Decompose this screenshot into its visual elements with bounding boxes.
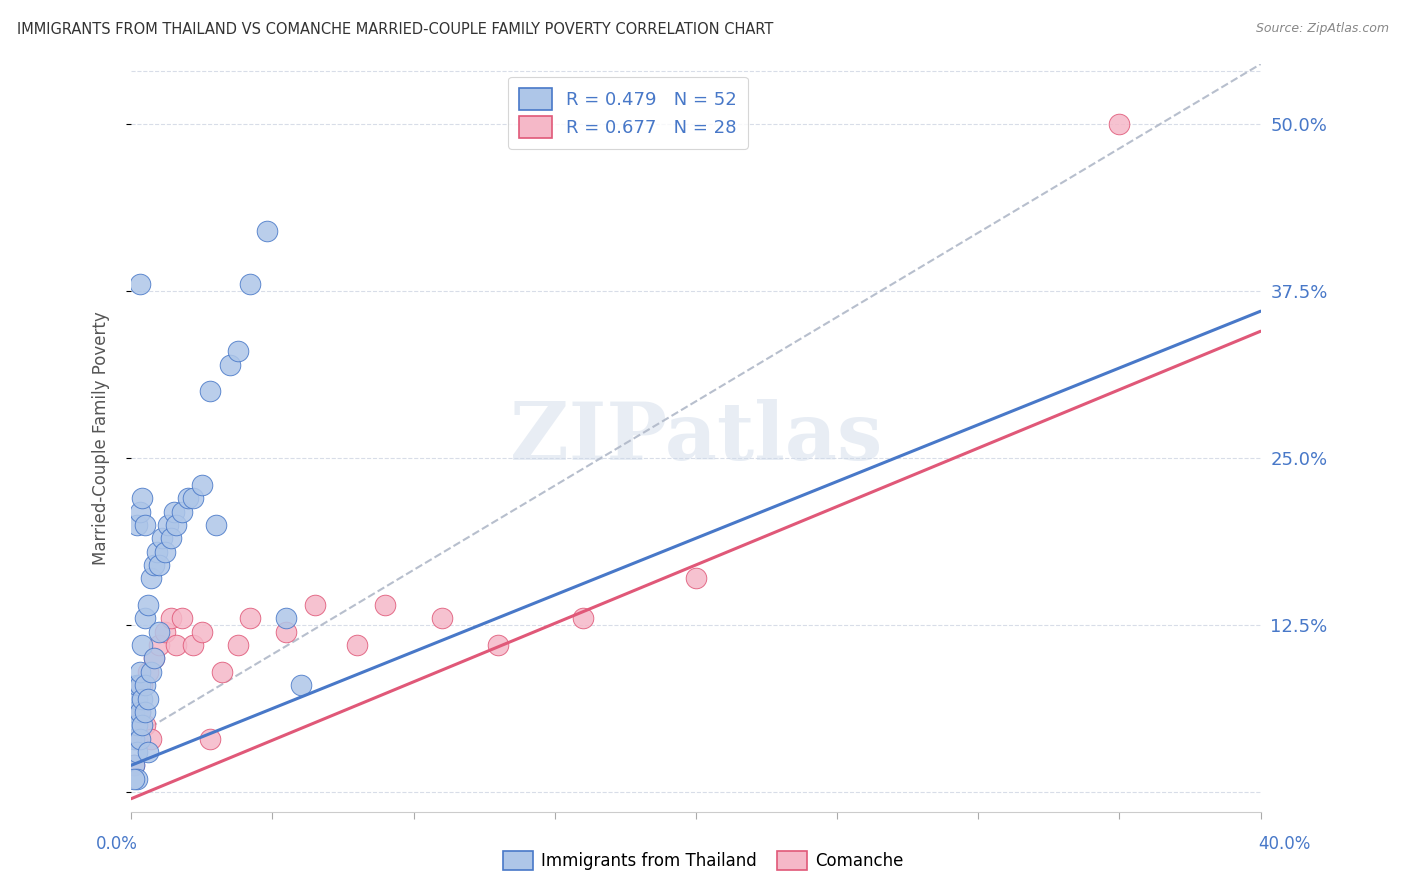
Y-axis label: Married-Couple Family Poverty: Married-Couple Family Poverty xyxy=(93,311,110,565)
Text: ZIPatlas: ZIPatlas xyxy=(510,399,882,477)
Point xyxy=(159,611,181,625)
Point xyxy=(125,691,148,706)
Point xyxy=(139,731,162,746)
Point xyxy=(153,544,176,558)
Point xyxy=(128,504,150,518)
Point xyxy=(150,531,173,545)
Point xyxy=(139,665,162,679)
Point xyxy=(134,517,156,532)
Point xyxy=(134,705,156,719)
Point xyxy=(125,745,148,759)
Point xyxy=(276,624,298,639)
Text: IMMIGRANTS FROM THAILAND VS COMANCHE MARRIED-COUPLE FAMILY POVERTY CORRELATION C: IMMIGRANTS FROM THAILAND VS COMANCHE MAR… xyxy=(17,22,773,37)
Point xyxy=(128,277,150,292)
Point xyxy=(228,344,250,359)
Point xyxy=(159,531,181,545)
Point xyxy=(346,638,368,652)
Point xyxy=(304,598,326,612)
Point xyxy=(219,358,242,372)
Legend: R = 0.479   N = 52, R = 0.677   N = 28: R = 0.479 N = 52, R = 0.677 N = 28 xyxy=(509,77,748,149)
Point xyxy=(165,638,187,652)
Point xyxy=(190,624,212,639)
Point xyxy=(125,718,148,732)
Point xyxy=(228,638,250,652)
Point xyxy=(170,504,193,518)
Point xyxy=(148,624,170,639)
Point xyxy=(134,678,156,692)
Point xyxy=(136,598,159,612)
Point xyxy=(122,772,145,786)
Point xyxy=(205,517,228,532)
Text: 0.0%: 0.0% xyxy=(96,835,138,853)
Point xyxy=(239,611,262,625)
Point xyxy=(139,571,162,585)
Point xyxy=(153,624,176,639)
Point xyxy=(142,558,165,572)
Point xyxy=(430,611,453,625)
Point xyxy=(134,718,156,732)
Legend: Immigrants from Thailand, Comanche: Immigrants from Thailand, Comanche xyxy=(496,844,910,877)
Point xyxy=(128,731,150,746)
Point xyxy=(122,758,145,772)
Point xyxy=(290,678,312,692)
Point xyxy=(125,517,148,532)
Point xyxy=(239,277,262,292)
Point xyxy=(125,772,148,786)
Point xyxy=(181,638,204,652)
Point xyxy=(136,745,159,759)
Point xyxy=(122,758,145,772)
Text: Source: ZipAtlas.com: Source: ZipAtlas.com xyxy=(1256,22,1389,36)
Point xyxy=(148,638,170,652)
Point xyxy=(122,731,145,746)
Point xyxy=(181,491,204,505)
Point xyxy=(136,691,159,706)
Point xyxy=(176,491,198,505)
Point xyxy=(374,598,396,612)
Point xyxy=(131,718,153,732)
Point xyxy=(125,731,148,746)
Point xyxy=(142,651,165,665)
Point xyxy=(131,691,153,706)
Point xyxy=(256,224,278,238)
Point xyxy=(128,705,150,719)
Point xyxy=(572,611,595,625)
Point xyxy=(200,731,222,746)
Point xyxy=(156,517,179,532)
Point xyxy=(486,638,509,652)
Point xyxy=(125,678,148,692)
Point xyxy=(131,678,153,692)
Point xyxy=(200,384,222,399)
Point xyxy=(276,611,298,625)
Point xyxy=(145,544,167,558)
Point xyxy=(128,665,150,679)
Point xyxy=(165,517,187,532)
Point xyxy=(162,504,184,518)
Point xyxy=(128,678,150,692)
Point xyxy=(170,611,193,625)
Text: 40.0%: 40.0% xyxy=(1258,835,1310,853)
Point xyxy=(136,665,159,679)
Point xyxy=(142,651,165,665)
Point xyxy=(148,558,170,572)
Point xyxy=(1108,117,1130,131)
Point xyxy=(122,705,145,719)
Point xyxy=(128,705,150,719)
Point xyxy=(685,571,707,585)
Point xyxy=(134,611,156,625)
Point xyxy=(131,491,153,505)
Point xyxy=(131,638,153,652)
Point xyxy=(211,665,233,679)
Point xyxy=(190,478,212,492)
